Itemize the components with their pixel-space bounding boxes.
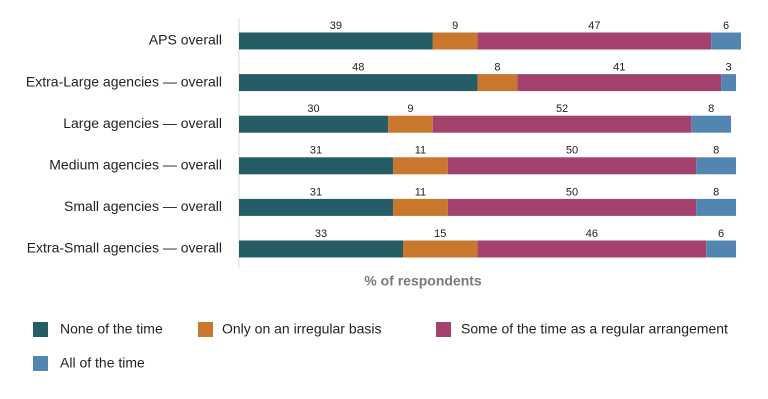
- value-label: 11: [415, 145, 426, 157]
- value-label: 52: [556, 103, 568, 115]
- y-tick-label: Small agencies — overall: [64, 198, 222, 214]
- legend-swatch: [33, 322, 48, 337]
- bar-segment: [477, 74, 518, 92]
- value-label: 41: [613, 62, 625, 74]
- value-label: 31: [310, 186, 322, 198]
- bar-segment: [432, 115, 692, 133]
- value-label: 15: [434, 228, 446, 240]
- y-tick-label: Medium agencies — overall: [49, 157, 222, 173]
- value-label: 9: [452, 20, 458, 32]
- y-tick-label: Extra-Small agencies — overall: [27, 240, 222, 256]
- bar-segment: [388, 115, 433, 133]
- value-label: 8: [713, 186, 719, 198]
- y-tick-label: APS overall: [149, 32, 222, 48]
- bar-segment: [477, 240, 707, 258]
- legend-swatch: [436, 322, 451, 337]
- legend-swatch: [198, 322, 213, 337]
- value-label: 39: [330, 20, 342, 32]
- value-label: 47: [588, 20, 600, 32]
- value-label: 48: [352, 62, 364, 74]
- bar-segment: [239, 198, 394, 216]
- value-label: 11: [415, 186, 426, 198]
- value-label: 6: [723, 20, 729, 32]
- bar-segment: [721, 74, 737, 92]
- bar-segment: [517, 74, 722, 92]
- value-label: 31: [310, 145, 322, 157]
- bar-segment: [447, 198, 697, 216]
- value-label: 46: [586, 228, 598, 240]
- bar-segment: [239, 74, 478, 92]
- legend-swatch: [33, 356, 48, 371]
- value-label: 6: [718, 228, 724, 240]
- value-label: 8: [494, 62, 500, 74]
- value-label: 33: [315, 228, 327, 240]
- value-label: 50: [566, 186, 578, 198]
- bar-segment: [393, 198, 448, 216]
- bar-segment: [403, 240, 478, 258]
- value-label: 30: [307, 103, 319, 115]
- bar-segment: [239, 115, 389, 133]
- bar-segment: [696, 198, 737, 216]
- x-axis-title: % of respondents: [364, 273, 482, 289]
- bar-segment: [239, 240, 404, 258]
- bar-segment: [706, 240, 737, 258]
- value-label: 8: [713, 145, 719, 157]
- bar-segment: [477, 32, 712, 50]
- bar-segment: [447, 157, 697, 175]
- value-label: 3: [726, 62, 732, 74]
- legend-label: All of the time: [60, 355, 145, 371]
- bar-segment: [711, 32, 741, 50]
- bar-segment: [239, 32, 433, 50]
- bar-segment: [239, 157, 394, 175]
- bar-segment: [696, 157, 737, 175]
- bar-segment: [393, 157, 448, 175]
- legend-label: Some of the time as a regular arrangemen…: [461, 321, 728, 337]
- legend-label: Only on an irregular basis: [222, 321, 382, 337]
- y-tick-label: Large agencies — overall: [63, 115, 222, 131]
- bar-segment: [691, 115, 732, 133]
- bar-segment: [432, 32, 478, 50]
- value-label: 9: [407, 103, 413, 115]
- y-tick-label: Extra-Large agencies — overall: [26, 73, 222, 89]
- legend-label: None of the time: [60, 321, 163, 337]
- value-label: 50: [566, 145, 578, 157]
- value-label: 8: [708, 103, 714, 115]
